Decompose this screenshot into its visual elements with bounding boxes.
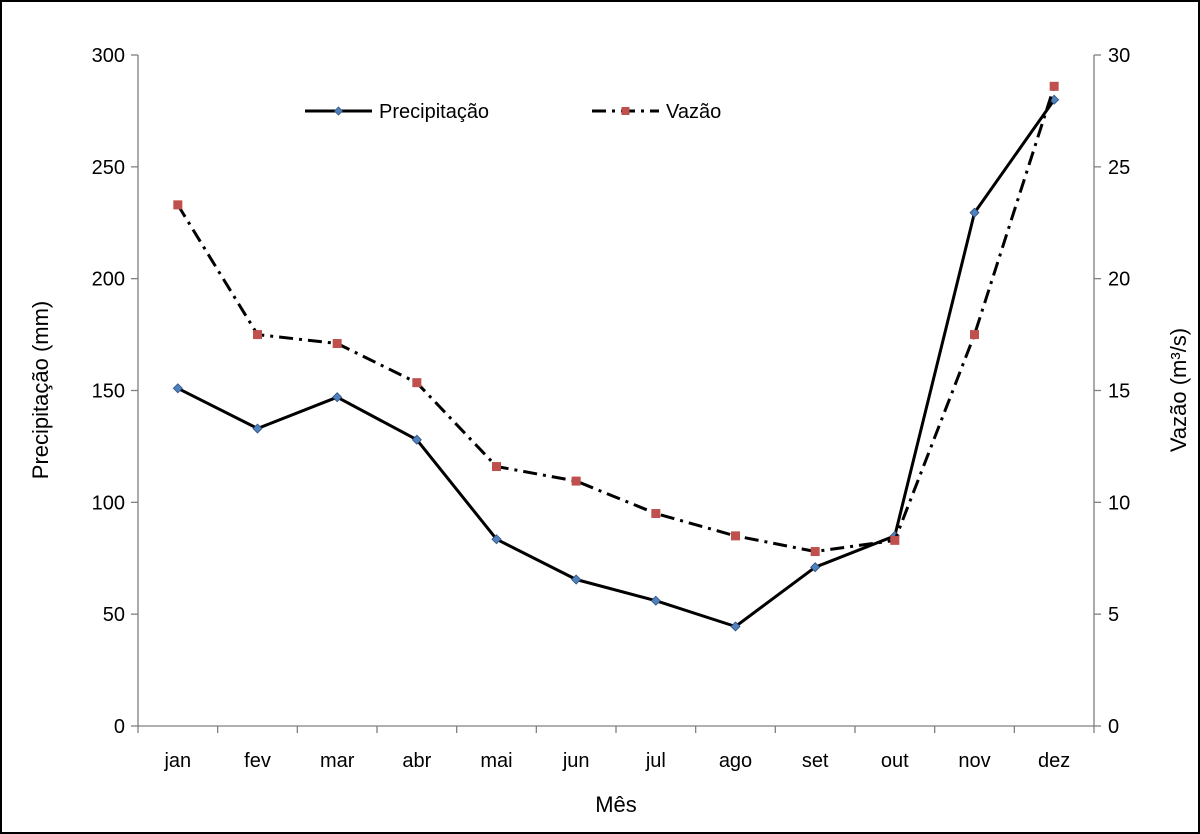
legend-marker-vazao <box>621 107 630 115</box>
vazao-point <box>571 476 581 486</box>
vazao-point <box>651 509 661 519</box>
x-axis-ticks: jan fev mar abr mai jun jul ago set out nov dez <box>137 726 1095 772</box>
y-tick-label: 100 <box>92 492 125 514</box>
vazao-point <box>1049 81 1059 91</box>
y2-tick-label: 20 <box>1108 269 1130 291</box>
right-axis-ticks: 0 5 10 15 20 25 30 <box>1094 45 1130 738</box>
x-tick-label: ago <box>719 750 752 772</box>
legend-item-vazao: Vazão <box>592 101 721 123</box>
x-tick-label: abr <box>402 750 431 772</box>
x-tick-label: dez <box>1038 750 1070 772</box>
precipitacao-point <box>571 574 582 585</box>
precipitacao-point <box>810 562 821 573</box>
x-tick-label: mai <box>480 750 512 772</box>
precipitacao-point <box>730 621 741 632</box>
y-tick-label: 300 <box>92 45 125 67</box>
vazao-point <box>492 462 501 472</box>
precipitacao-point <box>491 534 502 545</box>
vazao-point <box>970 330 979 340</box>
legend-label-precipitacao: Precipitação <box>379 101 489 123</box>
y2-tick-label: 25 <box>1108 157 1130 179</box>
x-tick-label: jul <box>645 750 666 772</box>
x-tick-label: fev <box>244 750 271 772</box>
x-tick-label: jun <box>562 750 590 772</box>
y2-tick-label: 30 <box>1108 45 1130 67</box>
x-axis-title: Mês <box>595 792 637 817</box>
series-line-precipitacao <box>177 98 1056 628</box>
x-tick-label: jan <box>163 750 191 772</box>
y-axis-title: Precipitação (mm) <box>28 301 53 479</box>
y2-tick-label: 15 <box>1108 381 1130 403</box>
series-line-vazao <box>176 85 1056 553</box>
vazao-point <box>731 531 740 541</box>
vazao-point <box>332 339 342 349</box>
left-axis-ticks: 0 50 100 150 200 250 300 <box>92 45 138 738</box>
series-layer <box>172 81 1060 632</box>
vazao-point <box>890 535 900 545</box>
vazao-point <box>412 378 422 388</box>
precipitacao-point <box>332 392 343 403</box>
legend-label-vazao: Vazão <box>666 101 721 123</box>
x-tick-label: set <box>802 750 829 772</box>
y2-tick-label: 10 <box>1108 492 1130 514</box>
y2-axis-title: Vazão (m³/s) <box>1166 328 1191 452</box>
precipitacao-point <box>650 595 661 606</box>
x-tick-label: mar <box>320 750 355 772</box>
y-tick-label: 250 <box>92 157 125 179</box>
y2-tick-label: 5 <box>1108 604 1119 626</box>
y-tick-label: 50 <box>103 604 125 626</box>
x-tick-label: nov <box>958 750 990 772</box>
vazao-point <box>810 547 820 557</box>
precipitacao-point <box>969 207 980 218</box>
precipitacao-point <box>172 383 183 394</box>
legend-marker-precipitacao <box>333 106 344 116</box>
y-tick-label: 0 <box>114 716 125 738</box>
x-tick-label: out <box>881 750 909 772</box>
y2-tick-label: 0 <box>1108 716 1119 738</box>
y-tick-label: 200 <box>92 269 125 291</box>
precipitacao-point <box>411 434 422 445</box>
legend: Precipitação Vazão <box>305 101 721 123</box>
vazao-point <box>173 200 183 210</box>
vazao-point <box>253 330 262 340</box>
y-tick-label: 150 <box>92 381 125 403</box>
precipitacao-point <box>252 423 263 434</box>
legend-item-precipitacao: Precipitação <box>305 101 489 123</box>
